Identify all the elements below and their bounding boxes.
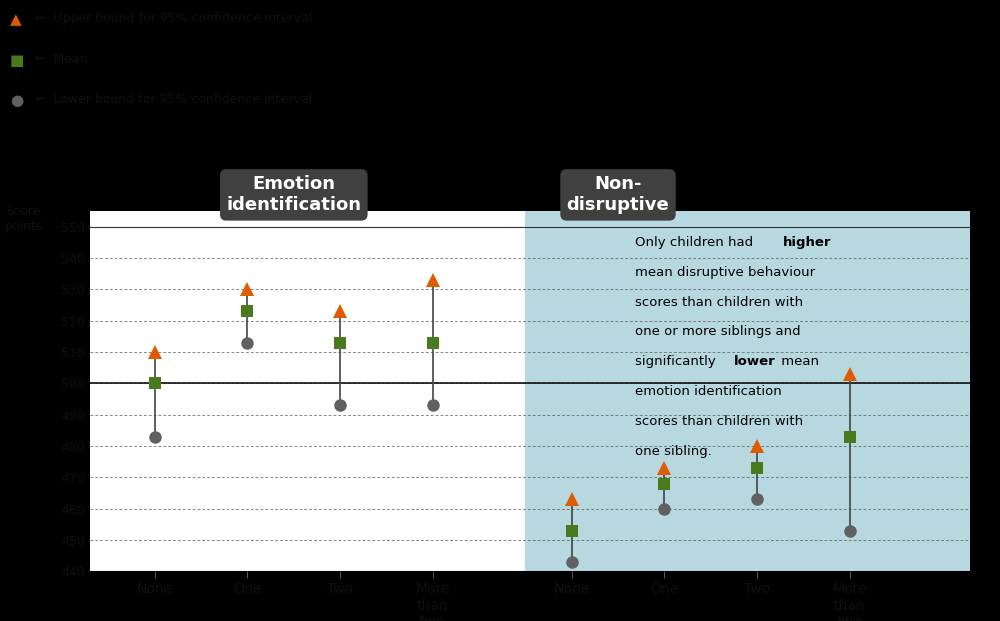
Text: Emotion
identification: Emotion identification [226, 176, 361, 214]
Text: mean disruptive behaviour: mean disruptive behaviour [635, 266, 815, 279]
Text: higher: higher [783, 236, 832, 249]
Text: ←  Lower bound for 95% confidence interval: ← Lower bound for 95% confidence interva… [35, 93, 312, 106]
Text: lower: lower [734, 355, 776, 368]
Text: one sibling.: one sibling. [635, 445, 712, 458]
Text: mean: mean [777, 355, 819, 368]
Text: ▲: ▲ [10, 12, 22, 27]
Text: ←  Upper bound for 95% confidence interval: ← Upper bound for 95% confidence interva… [35, 12, 312, 25]
Bar [525, 211, 970, 571]
Text: scores than children with: scores than children with [635, 415, 803, 428]
Text: ←  Mean: ← Mean [35, 53, 88, 66]
Text: Only children had: Only children had [635, 236, 757, 249]
Text: emotion identification: emotion identification [635, 385, 782, 398]
Text: scores than children with: scores than children with [635, 296, 803, 309]
Text: Score
points: Score points [5, 205, 43, 233]
Text: significantly: significantly [635, 355, 720, 368]
Text: Non-
disruptive: Non- disruptive [567, 176, 669, 214]
Text: one or more siblings and: one or more siblings and [635, 325, 801, 338]
Text: ■: ■ [10, 53, 24, 68]
Text: ●: ● [10, 93, 23, 108]
